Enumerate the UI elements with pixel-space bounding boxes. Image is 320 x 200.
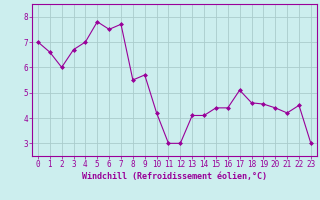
X-axis label: Windchill (Refroidissement éolien,°C): Windchill (Refroidissement éolien,°C) — [82, 172, 267, 181]
